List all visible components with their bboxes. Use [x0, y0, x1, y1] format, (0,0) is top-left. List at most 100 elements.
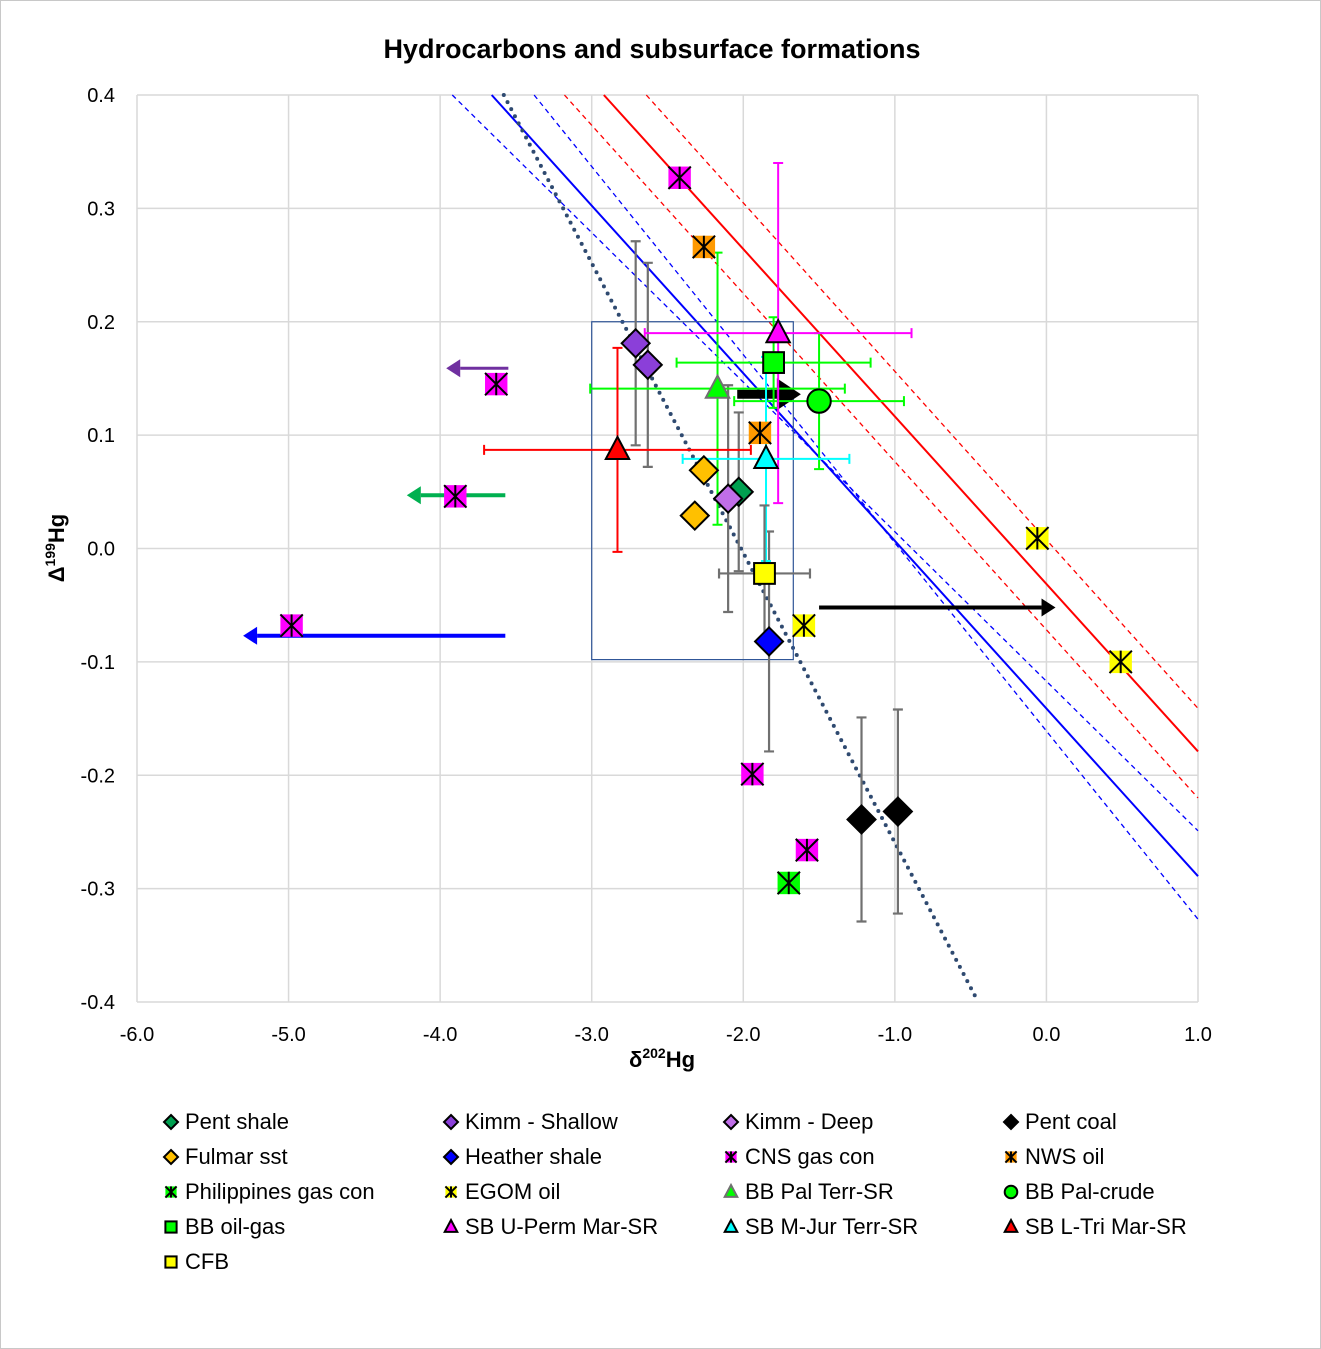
marker-asterisk: [776, 871, 801, 895]
legend-marker-icon: [442, 1113, 460, 1131]
data-point: [762, 351, 786, 374]
marker-asterisk: [724, 1150, 738, 1164]
legend-item: CNS gas con: [721, 1144, 1001, 1170]
reference-line-dashed: [533, 94, 1199, 920]
data-point: [667, 165, 692, 190]
legend-item: NWS oil: [1001, 1144, 1261, 1170]
x-tick-label: 1.0: [1184, 1024, 1212, 1046]
legend-marker-icon: [444, 1185, 458, 1199]
arrow-head: [446, 359, 461, 378]
legend-item: BB oil-gas: [161, 1214, 441, 1240]
legend-marker-icon: [162, 1148, 180, 1166]
legend-label: CNS gas con: [745, 1144, 875, 1169]
legend-item: Pent shale: [161, 1109, 441, 1135]
data-point: [443, 484, 468, 509]
legend-marker-icon: [164, 1255, 178, 1269]
marker-asterisk: [748, 420, 772, 445]
legend-marker: [444, 1185, 458, 1199]
data-point: [882, 796, 914, 827]
legend-item: Pent coal: [1001, 1109, 1261, 1135]
legend-item: Philippines gas con: [161, 1179, 441, 1205]
data-point: [620, 327, 652, 359]
shift-arrow: [446, 359, 509, 378]
reference-line-solid: [490, 94, 1199, 877]
data-point: [1108, 649, 1133, 674]
legend-label: BB oil-gas: [185, 1214, 286, 1239]
legend-label: Kimm - Deep: [745, 1109, 874, 1134]
x-tick-label: -6.0: [120, 1024, 154, 1046]
chart-title: Hydrocarbons and subsurface formations: [383, 34, 920, 64]
y-axis-label: Δ199Hg: [42, 514, 69, 583]
data-point: [846, 804, 877, 835]
legend-label: SB L-Tri Mar-SR: [1025, 1214, 1187, 1239]
legend-marker-icon: [724, 1150, 738, 1164]
reference-line-dashed: [451, 94, 1199, 832]
legend-marker: [723, 1217, 739, 1233]
legend-marker: [1003, 1184, 1019, 1200]
reference-line-dashed: [563, 94, 1199, 799]
data-point: [632, 349, 664, 381]
marker-asterisk: [740, 762, 765, 787]
x-tick-label: -1.0: [878, 1024, 912, 1046]
y-tick-label: -0.2: [81, 765, 115, 787]
data-point: [688, 454, 720, 486]
data-point: [776, 871, 801, 895]
data-point: [764, 317, 792, 344]
data-point: [704, 373, 731, 399]
legend-label: SB M-Jur Terr-SR: [745, 1214, 919, 1239]
legend-marker: [164, 1255, 178, 1269]
marker-asterisk: [792, 613, 816, 638]
legend-marker-icon: [722, 1113, 740, 1131]
data-point: [752, 443, 780, 470]
legend-marker: [442, 1148, 460, 1166]
reference-line-dotted: [501, 93, 981, 1004]
legend-marker: [723, 1182, 739, 1198]
x-tick-label: -5.0: [271, 1024, 305, 1046]
x-tick-label: -3.0: [574, 1024, 608, 1046]
legend-label: Fulmar sst: [185, 1144, 288, 1169]
legend-marker-icon: [162, 1113, 180, 1131]
marker-asterisk: [1004, 1150, 1018, 1164]
legend-label: NWS oil: [1025, 1144, 1105, 1169]
legend-item: SB U-Perm Mar-SR: [441, 1214, 721, 1240]
legend-marker: [1003, 1217, 1019, 1233]
marker-asterisk: [1108, 649, 1133, 674]
legend-label: Pent coal: [1025, 1109, 1117, 1134]
legend-marker: [164, 1185, 178, 1199]
data-point: [748, 420, 772, 445]
y-tick-label: -0.1: [81, 652, 115, 674]
legend-item: SB L-Tri Mar-SR: [1001, 1214, 1261, 1240]
data-point: [806, 388, 832, 414]
shift-arrow: [737, 378, 801, 411]
data-point: [604, 434, 631, 460]
data-point: [795, 838, 819, 862]
legend-marker: [722, 1113, 740, 1131]
y-tick-label: 0.4: [87, 85, 115, 107]
data-point: [691, 235, 716, 259]
x-axis-label: δ202Hg: [629, 1045, 695, 1072]
error-bars: [733, 332, 905, 471]
data-point: [740, 762, 765, 787]
legend: Pent shale Kimm - Shallow Kimm - Deep Pent …: [161, 1109, 1261, 1275]
legend-marker-icon: [723, 1182, 739, 1198]
legend-label: CFB: [185, 1249, 229, 1274]
marker-asterisk: [164, 1185, 178, 1199]
x-tick-label: 0.0: [1033, 1024, 1061, 1046]
arrow-head: [776, 378, 801, 411]
marker-asterisk: [795, 838, 819, 862]
y-tick-label: 0.0: [87, 539, 115, 561]
legend-item: EGOM oil: [441, 1179, 721, 1205]
y-tick-label: -0.4: [81, 992, 115, 1014]
reference-line-dashed: [645, 94, 1199, 709]
marker-asterisk: [443, 484, 468, 509]
legend-label: BB Pal-crude: [1025, 1179, 1155, 1204]
legend-marker-icon: [1003, 1184, 1019, 1200]
legend-item: Kimm - Deep: [721, 1109, 1001, 1135]
legend-item: BB Pal-crude: [1001, 1179, 1261, 1205]
legend-item: CFB: [161, 1249, 441, 1275]
data-point: [753, 562, 776, 585]
reference-line-solid: [603, 94, 1199, 753]
legend-marker: [443, 1217, 459, 1233]
x-tick-label: -4.0: [423, 1024, 457, 1046]
